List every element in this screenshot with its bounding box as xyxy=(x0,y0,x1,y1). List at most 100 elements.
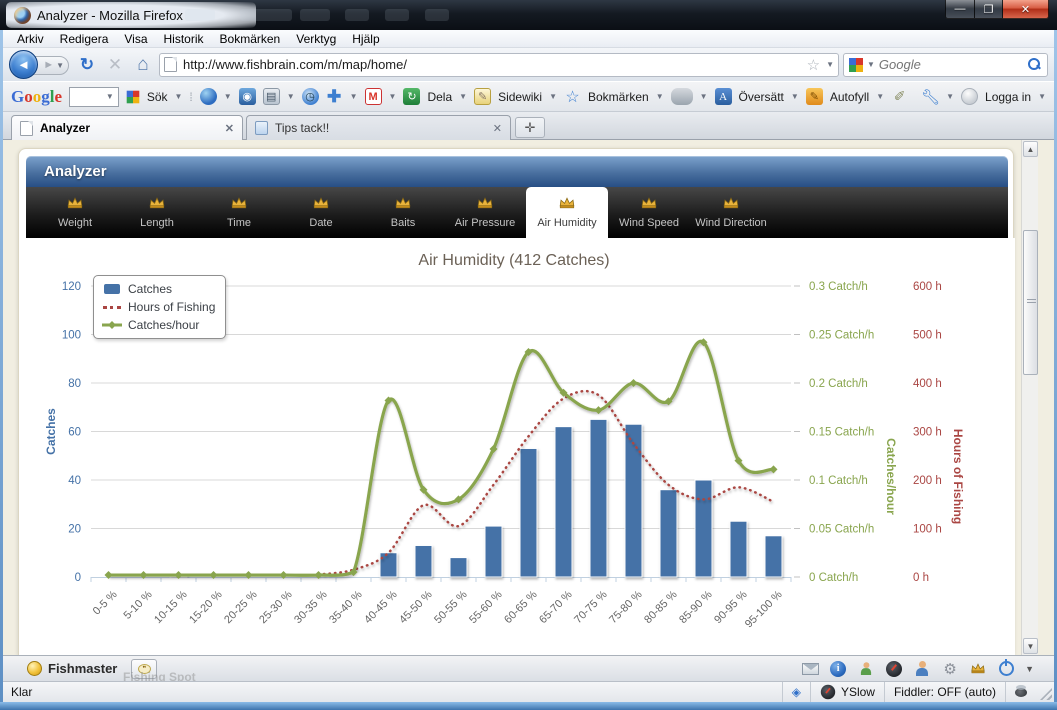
svg-text:300 h: 300 h xyxy=(913,427,942,439)
search-box[interactable]: ▼ xyxy=(843,53,1048,77)
dela-button[interactable]: Dela xyxy=(427,90,452,104)
loggain-dropdown-icon[interactable]: ▼ xyxy=(1038,92,1046,101)
analyzer-tab-wind-speed[interactable]: Wind Speed xyxy=(608,187,690,238)
sidewiki-icon[interactable]: ✎ xyxy=(474,88,491,105)
info-icon[interactable]: i xyxy=(829,660,847,678)
globe-dropdown-icon[interactable]: ▼ xyxy=(224,92,232,101)
tab-title: Tips tack!! xyxy=(275,121,329,135)
power-icon[interactable] xyxy=(997,660,1015,678)
friends-icon[interactable] xyxy=(857,660,875,678)
translate-icon[interactable]: A xyxy=(715,88,732,105)
logga-in-button[interactable]: Logga in xyxy=(985,90,1031,104)
reload-button[interactable]: ↻ xyxy=(75,53,99,77)
legend-item-catches-hour[interactable]: Catches/hour xyxy=(102,317,215,333)
restore-button[interactable]: ❐ xyxy=(975,0,1003,19)
autofyll-button[interactable]: Autofyll xyxy=(830,90,869,104)
dela-dropdown-icon[interactable]: ▼ xyxy=(459,92,467,101)
legend-item-hours-of-fishing[interactable]: Hours of Fishing xyxy=(102,299,215,315)
menu-bokmärken[interactable]: Bokmärken xyxy=(212,32,289,46)
share-icon[interactable]: ↻ xyxy=(403,88,420,105)
add-gadget-icon[interactable]: ✚ xyxy=(326,88,343,105)
address-bar[interactable]: ☆ ▼ xyxy=(159,53,839,77)
new-tab-button[interactable]: ✛ xyxy=(515,117,545,138)
scroll-up-icon[interactable]: ▲ xyxy=(1023,141,1038,157)
analyzer-tab-air-humidity[interactable]: Air Humidity xyxy=(526,187,608,238)
settings-gear-icon[interactable]: ⚙ xyxy=(941,660,959,678)
menu-redigera[interactable]: Redigera xyxy=(52,32,117,46)
highlight-icon[interactable] xyxy=(671,88,693,105)
analyzer-tab-date[interactable]: Date xyxy=(280,187,362,238)
menu-visa[interactable]: Visa xyxy=(116,32,155,46)
bookmark-star-icon[interactable]: ☆ xyxy=(807,56,820,74)
fiddler-fly-button[interactable] xyxy=(1005,682,1036,702)
sidewiki-button[interactable]: Sidewiki xyxy=(498,90,542,104)
search-icon[interactable] xyxy=(1027,57,1042,72)
oversatt-button[interactable]: Översätt xyxy=(739,90,784,104)
ghost-window-artifact xyxy=(240,9,292,21)
resize-grip[interactable] xyxy=(1040,688,1052,700)
svg-text:0 Catch/h: 0 Catch/h xyxy=(809,572,858,584)
analyzer-tab-wind-direction[interactable]: Wind Direction xyxy=(690,187,772,238)
analyzer-tab-air-pressure[interactable]: Air Pressure xyxy=(444,187,526,238)
bokmarken-dropdown-icon[interactable]: ▼ xyxy=(656,92,664,101)
history-dropdown-icon[interactable]: ▼ xyxy=(56,61,64,70)
urlbar-dropdown-icon[interactable]: ▼ xyxy=(826,60,834,69)
google-search-combo[interactable]: ▼ xyxy=(69,87,119,107)
home-button[interactable]: ⌂ xyxy=(131,53,155,77)
news-window-icon[interactable]: ▤ xyxy=(263,88,280,105)
svg-text:Hours of Fishing: Hours of Fishing xyxy=(951,429,965,524)
toolbar-overflow-icon[interactable]: ▼ xyxy=(1025,664,1034,674)
search-engine-dropdown-icon[interactable]: ▼ xyxy=(867,60,875,69)
menu-hjälp[interactable]: Hjälp xyxy=(344,32,387,46)
tab-close-icon[interactable]: ✕ xyxy=(493,122,502,135)
wrench-icon[interactable]: 🔧︎ xyxy=(922,88,939,105)
tab-close-icon[interactable]: ✕ xyxy=(225,122,234,135)
sok-dropdown-icon[interactable]: ▼ xyxy=(175,92,183,101)
scrollbar-thumb[interactable] xyxy=(1023,230,1038,375)
menu-verktyg[interactable]: Verktyg xyxy=(288,32,344,46)
combo-dropdown-icon[interactable]: ▼ xyxy=(106,92,114,101)
tab-analyzer[interactable]: Analyzer ✕ xyxy=(11,115,243,140)
bookmarks-star-icon[interactable]: ☆ xyxy=(564,88,581,105)
analyzer-tab-weight[interactable]: Weight xyxy=(34,187,116,238)
menu-historik[interactable]: Historik xyxy=(156,32,212,46)
minimize-button[interactable]: — xyxy=(945,0,975,19)
pagerank-globe-icon[interactable] xyxy=(200,88,217,105)
scroll-down-icon[interactable]: ▼ xyxy=(1023,638,1038,654)
news-dropdown-icon[interactable]: ▼ xyxy=(287,92,295,101)
autofyll-dropdown-icon[interactable]: ▼ xyxy=(876,92,884,101)
tab-tips-tack[interactable]: Tips tack!! ✕ xyxy=(246,115,511,140)
analyzer-tab-time[interactable]: Time xyxy=(198,187,280,238)
gauge-icon[interactable] xyxy=(885,660,903,678)
close-button[interactable]: ✕ xyxy=(1003,0,1049,19)
analyzer-tab-baits[interactable]: Baits xyxy=(362,187,444,238)
url-input[interactable] xyxy=(183,57,801,72)
stop-button[interactable]: ✕ xyxy=(103,53,127,77)
wrench-dropdown-icon[interactable]: ▼ xyxy=(946,92,954,101)
autofill-icon[interactable]: ✎ xyxy=(806,88,823,105)
gmail-icon[interactable]: M xyxy=(365,88,382,105)
fiddler-button[interactable]: Fiddler: OFF (auto) xyxy=(884,682,1005,702)
add-dropdown-icon[interactable]: ▼ xyxy=(350,92,358,101)
legend-item-catches[interactable]: Catches xyxy=(102,281,215,297)
analyzer-tab-length[interactable]: Length xyxy=(116,187,198,238)
sok-button[interactable]: Sök xyxy=(147,90,168,104)
back-button[interactable]: ◄ xyxy=(9,50,38,79)
yslow-button[interactable]: YSlow xyxy=(810,682,884,702)
gmail-dropdown-icon[interactable]: ▼ xyxy=(389,92,397,101)
profile-icon[interactable] xyxy=(913,660,931,678)
bokmarken-button[interactable]: Bokmärken xyxy=(588,90,649,104)
geolocation-button[interactable]: ◈ xyxy=(782,682,810,702)
vertical-scrollbar[interactable]: ▲ ▼ xyxy=(1021,140,1038,655)
menu-arkiv[interactable]: Arkiv xyxy=(9,32,52,46)
pencil-icon[interactable]: ✐ xyxy=(891,88,908,105)
clock-icon[interactable]: ◷ xyxy=(302,88,319,105)
search-input[interactable] xyxy=(879,57,1023,72)
highlight-dropdown-icon[interactable]: ▼ xyxy=(700,92,708,101)
oversatt-dropdown-icon[interactable]: ▼ xyxy=(791,92,799,101)
sidewiki-dropdown-icon[interactable]: ▼ xyxy=(549,92,557,101)
crown-icon[interactable] xyxy=(969,660,987,678)
search-engine-icon[interactable] xyxy=(849,58,863,72)
mail-icon[interactable] xyxy=(801,660,819,678)
camera-icon[interactable]: ◉ xyxy=(239,88,256,105)
